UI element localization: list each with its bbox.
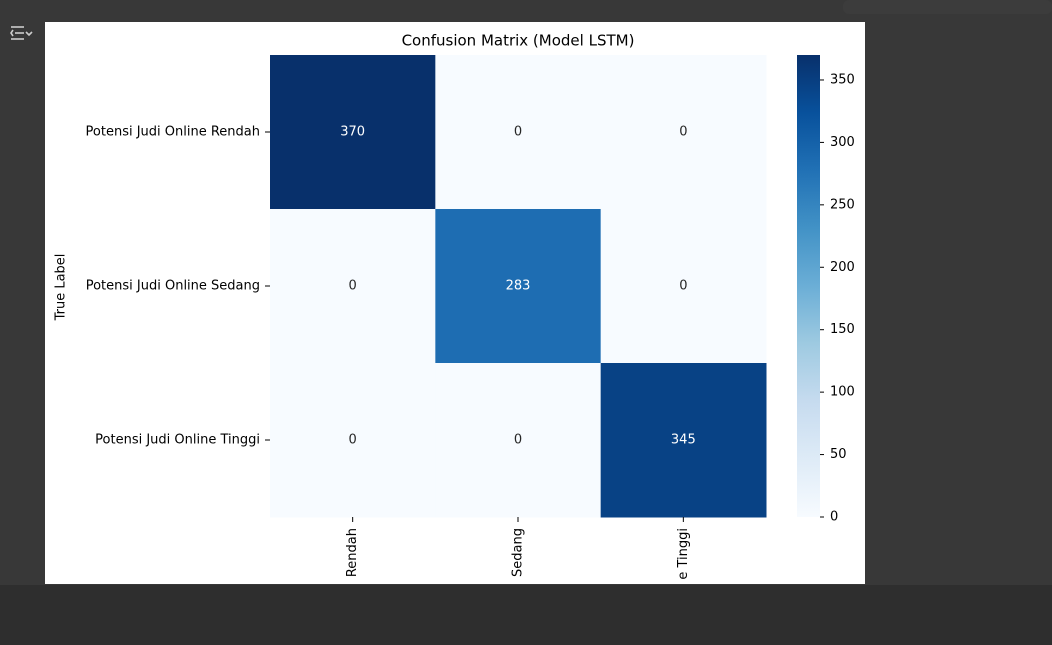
cell-toolbar	[843, 0, 1052, 14]
colorbar-tick-label: 150	[830, 322, 855, 337]
cell-value-label: 0	[349, 279, 357, 294]
y-tick-label: Potensi Judi Online Rendah	[86, 125, 260, 140]
colorbar-tick-label: 250	[830, 197, 855, 212]
sidebar-toggle[interactable]	[10, 26, 33, 40]
heatmap-cell	[435, 55, 602, 210]
colorbar-tick-label: 300	[830, 135, 855, 150]
heatmap-cell	[270, 209, 436, 364]
y-tick-label: Potensi Judi Online Tinggi	[95, 433, 260, 448]
heatmap-cell	[600, 209, 767, 364]
y-axis-label: True Label	[54, 254, 69, 322]
colorbar-tick-label: 350	[830, 72, 855, 87]
colorbar-tick-label: 50	[830, 447, 847, 462]
x-tick-label: Sedang	[511, 528, 526, 577]
heatmap-cell	[600, 55, 767, 210]
footer-strip	[0, 585, 1052, 645]
heatmap-cell	[270, 363, 436, 518]
cell-value-label: 283	[506, 279, 531, 294]
cell-value-label: 345	[671, 433, 696, 448]
heatmap-cell	[435, 363, 602, 518]
x-tick-label: Rendah	[345, 528, 360, 577]
colorbar-tick-label: 100	[830, 385, 855, 400]
cell-value-label: 0	[514, 125, 522, 140]
heatmap-cell	[270, 55, 436, 210]
cell-value-label: 0	[679, 279, 687, 294]
x-tick-label: e Tinggi	[676, 528, 691, 580]
heatmap-cell	[600, 363, 767, 518]
cell-value-label: 0	[349, 433, 357, 448]
colorbar	[797, 55, 820, 517]
chart-title: Confusion Matrix (Model LSTM)	[402, 32, 635, 50]
y-tick-label: Potensi Judi Online Sedang	[86, 279, 260, 294]
cell-value-label: 370	[340, 125, 365, 140]
colorbar-tick-label: 200	[830, 260, 855, 275]
heatmap-cell	[435, 209, 602, 364]
colorbar-tick-label: 0	[830, 510, 838, 525]
cell-value-label: 0	[514, 433, 522, 448]
cell-value-label: 0	[679, 125, 687, 140]
